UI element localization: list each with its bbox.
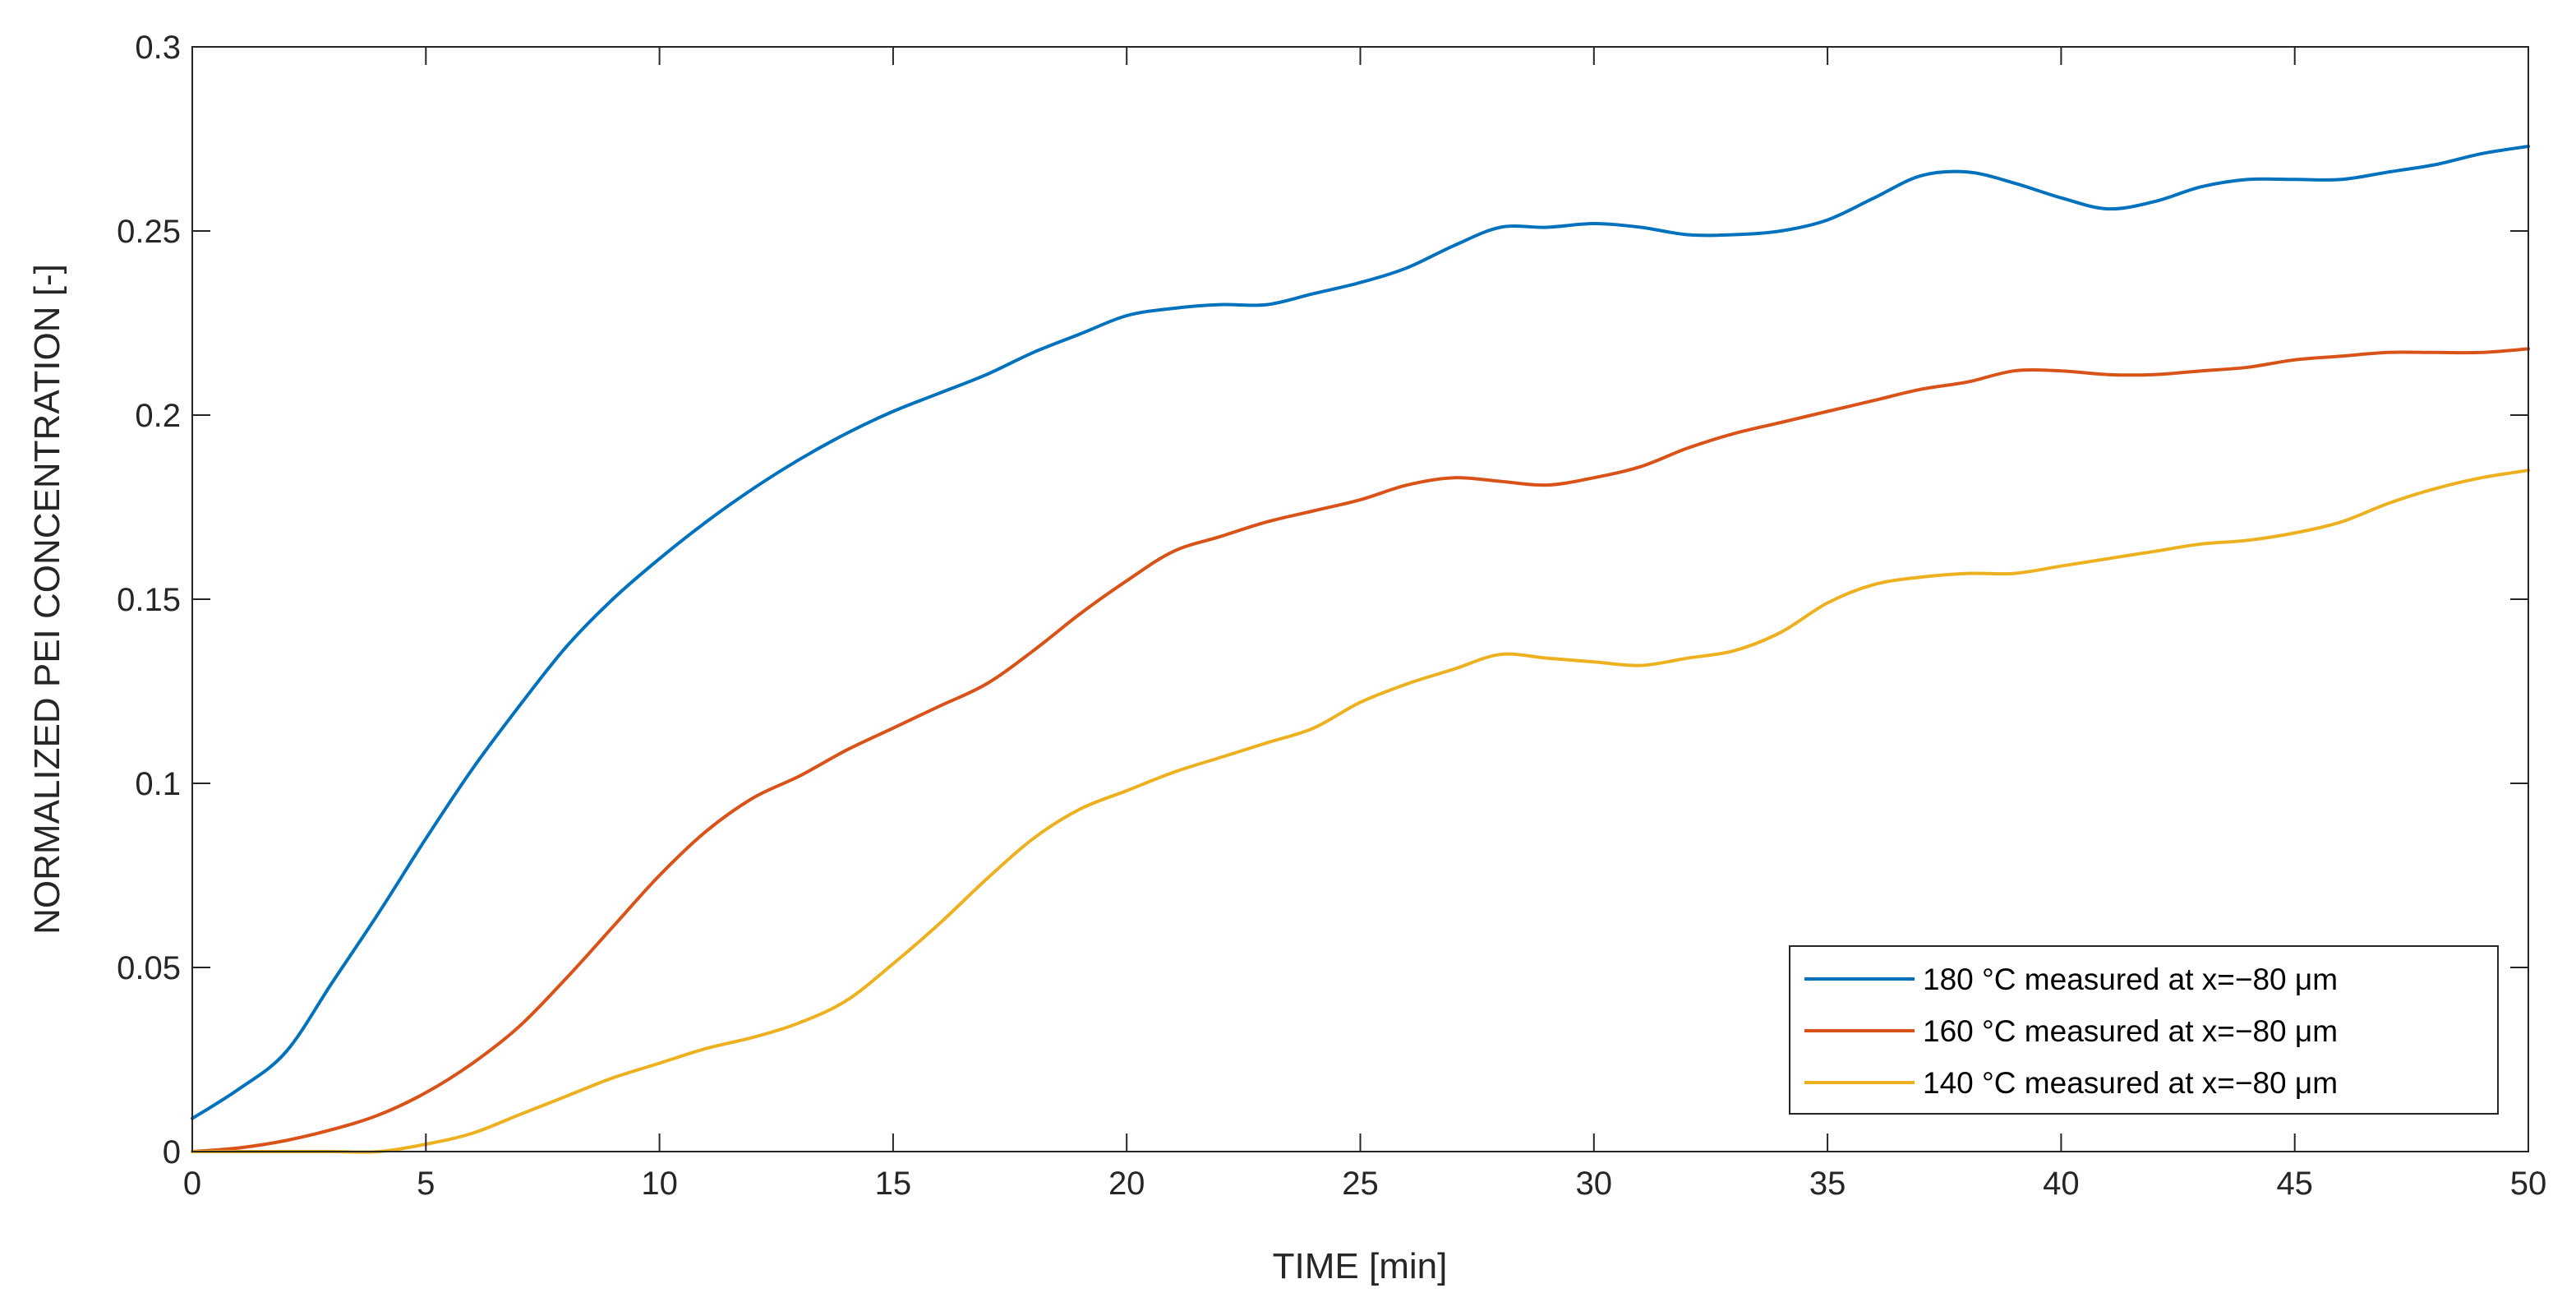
x-tick-label: 45 <box>2276 1166 2313 1202</box>
legend-label-180: 180 °C measured at x=−80 μm <box>1923 963 2338 996</box>
legend-label-160: 160 °C measured at x=−80 μm <box>1923 1014 2338 1048</box>
legend-label-140: 140 °C measured at x=−80 μm <box>1923 1066 2338 1100</box>
y-tick-label: 0 <box>163 1134 181 1170</box>
legend: 180 °C measured at x=−80 μm 160 °C measu… <box>1789 945 2499 1115</box>
series-line-1 <box>191 347 2530 1153</box>
y-tick-label: 0.1 <box>135 766 181 802</box>
x-axis-label: TIME [min] <box>1273 1246 1448 1286</box>
x-tick-label: 30 <box>1576 1166 1613 1202</box>
series-line-0 <box>191 145 2530 1120</box>
y-tick-label: 0.25 <box>117 214 181 250</box>
series-layer <box>191 145 2530 1154</box>
series-line-2 <box>191 469 2530 1154</box>
x-tick-label: 25 <box>1342 1166 1379 1202</box>
x-tick-label: 15 <box>875 1166 912 1202</box>
y-axis-ticks: 0 0.05 0.1 0.15 0.2 0.25 0.3 <box>117 30 2528 1170</box>
x-tick-label: 5 <box>417 1166 435 1202</box>
y-tick-label: 0.15 <box>117 582 181 618</box>
x-tick-label: 40 <box>2043 1166 2080 1202</box>
x-tick-label: 35 <box>1809 1166 1846 1202</box>
x-tick-label: 50 <box>2510 1166 2547 1202</box>
x-tick-label: 20 <box>1108 1166 1145 1202</box>
y-tick-label: 0.3 <box>135 30 181 66</box>
x-axis-ticks: 0 5 10 15 20 25 30 35 40 45 50 <box>183 47 2546 1202</box>
y-tick-label: 0.05 <box>117 950 181 986</box>
x-tick-label: 0 <box>183 1166 201 1202</box>
y-tick-label: 0.2 <box>135 398 181 434</box>
y-axis-label: NORMALIZED PEI CONCENTRATION [-] <box>27 264 67 935</box>
x-tick-label: 10 <box>641 1166 678 1202</box>
